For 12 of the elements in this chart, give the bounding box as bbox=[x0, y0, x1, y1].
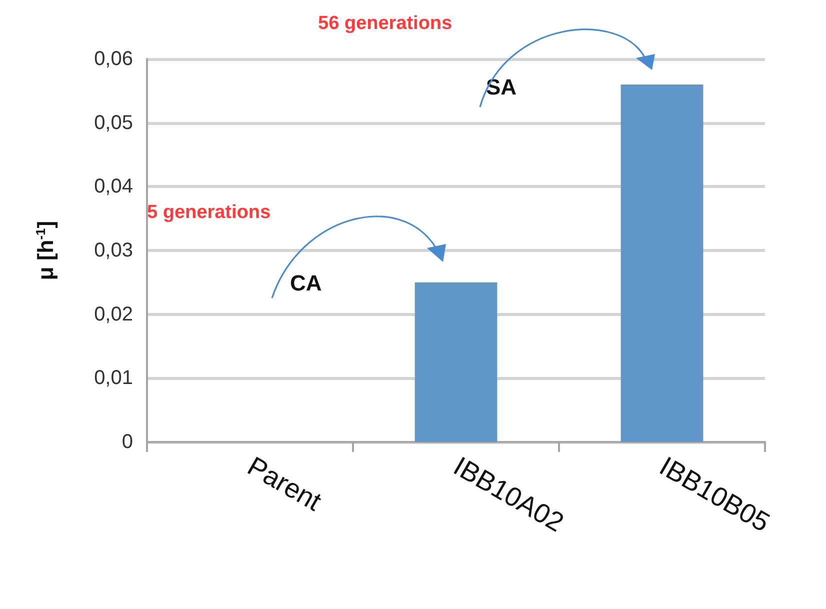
y-tick-label: 0,04 bbox=[94, 176, 133, 198]
y-tick-label: 0,03 bbox=[94, 240, 133, 262]
y-tick-label: 0 bbox=[122, 431, 133, 453]
annotation: 5 generations bbox=[147, 202, 271, 223]
annotation: SA bbox=[486, 74, 517, 100]
y-tick-label: 0,05 bbox=[94, 112, 133, 134]
y-axis-title: μ [h-1] bbox=[33, 220, 58, 280]
annotation: CA bbox=[290, 270, 322, 296]
text: 56 generations bbox=[318, 13, 452, 34]
y-tick-label: 0,01 bbox=[94, 367, 133, 390]
y-tick-label: 0,06 bbox=[94, 48, 133, 70]
y-tick-label: 0,02 bbox=[94, 303, 133, 326]
